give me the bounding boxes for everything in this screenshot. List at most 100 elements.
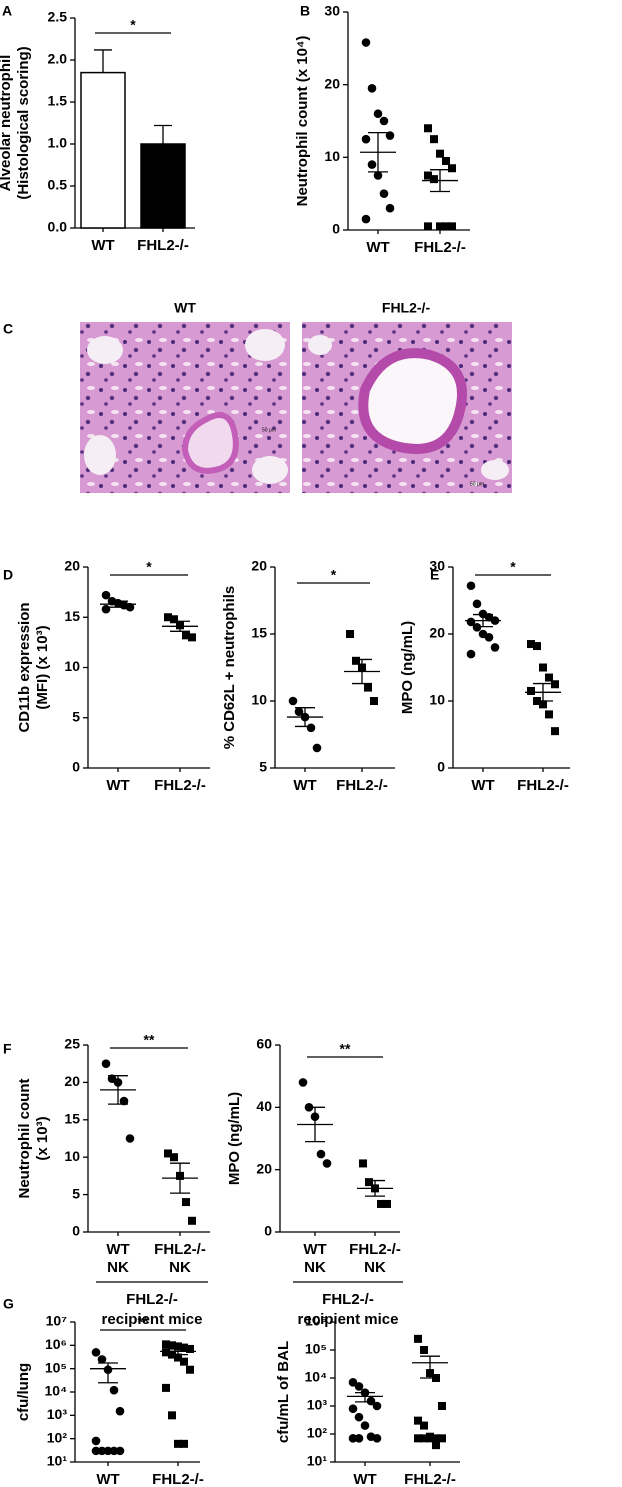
y-tick-label: 0.0 (48, 219, 68, 235)
error-bar (420, 1355, 440, 1379)
y-tick-label: 10⁴ (45, 1383, 68, 1399)
error-bar (355, 1391, 375, 1403)
y-axis-label: MPO (ng/mL) (399, 621, 416, 714)
data-point (383, 1199, 391, 1208)
data-point (125, 602, 135, 612)
y-tick-label: 10 (324, 148, 340, 164)
data-point (372, 1434, 382, 1443)
data-point (109, 1385, 119, 1395)
data-point (298, 1078, 308, 1087)
significance-label: * (146, 559, 152, 575)
data-point (354, 1412, 364, 1422)
data-point (367, 160, 377, 169)
y-tick-label: 10 (64, 1148, 80, 1164)
data-point (379, 116, 389, 126)
scale-bar-label: 50 μm (470, 481, 484, 487)
y-tick-label: 10³ (307, 1397, 328, 1413)
data-point (360, 1421, 370, 1430)
y-tick-label: 20 (256, 1160, 272, 1176)
significance-label: * (130, 17, 136, 33)
y-tick-label: 0 (437, 759, 445, 775)
data-point (91, 1446, 101, 1456)
y-axis-label: Neutrophil count (16, 1079, 33, 1199)
data-point (448, 164, 456, 173)
y-tick-label: 15 (251, 625, 267, 641)
data-point (361, 38, 371, 47)
y-tick-label: 10 (64, 658, 80, 674)
y-tick-label: 15 (64, 1111, 80, 1127)
y-tick-label: 20 (429, 625, 445, 641)
x-tick-label: WT (471, 777, 494, 794)
error-bar (368, 131, 388, 173)
y-axis-label: MPO (ng/mL) (226, 1092, 243, 1185)
y-tick-label: 20 (64, 558, 80, 574)
data-point (364, 683, 372, 692)
data-point (174, 1342, 182, 1351)
data-point (115, 1446, 125, 1456)
y-tick-label: 10² (307, 1425, 328, 1441)
data-point (91, 1436, 101, 1446)
data-point (438, 1434, 446, 1443)
data-point (414, 1416, 422, 1425)
data-point (365, 1178, 373, 1187)
x-tick-label: FHL2-/- (137, 237, 189, 254)
y-tick-label: 30 (324, 3, 340, 19)
group-label: recipient mice (102, 1311, 203, 1328)
data-point (188, 1216, 196, 1225)
data-point (432, 1434, 440, 1443)
y-axis-label: cfu/mL of BAL (275, 1341, 292, 1443)
data-point (466, 649, 476, 659)
data-point (352, 656, 360, 665)
y-tick-label: 5 (259, 759, 267, 775)
data-point (373, 171, 383, 180)
x-tick-label: WT (293, 777, 316, 794)
group-label: FHL2-/- (322, 1291, 374, 1308)
scale-bar-label: 50 μm (262, 427, 276, 433)
y-tick-label: 10⁵ (45, 1359, 67, 1375)
data-point (322, 1159, 332, 1168)
y-axis-label: Neutrophil count (x 10⁴) (294, 36, 311, 207)
data-point (115, 1406, 125, 1416)
data-point (188, 633, 196, 642)
data-point (162, 1348, 170, 1357)
data-point (162, 1383, 170, 1392)
x-tick-label: WT (96, 1471, 119, 1487)
x-tick-label: WT (106, 1241, 129, 1258)
data-point (424, 171, 432, 180)
data-point (420, 1434, 428, 1443)
x-tick-label: WT (91, 237, 114, 254)
data-point (448, 222, 456, 231)
data-point (97, 1355, 107, 1364)
panel-label: G (3, 1296, 14, 1312)
y-tick-label: 20 (64, 1073, 80, 1089)
data-point (366, 1396, 376, 1406)
y-tick-label: 10⁷ (46, 1313, 68, 1329)
error-bar (430, 169, 450, 193)
data-point (170, 1153, 178, 1162)
significance-label: * (510, 559, 516, 575)
group-label: FHL2-/- (126, 1291, 178, 1308)
data-point (294, 707, 304, 717)
panel-label: D (3, 567, 13, 583)
y-axis-label: Alveolar neutrophil (0, 55, 14, 192)
data-point (180, 1439, 188, 1448)
image-title: FHL2-/- (382, 300, 431, 316)
data-point (436, 149, 444, 158)
data-point (174, 1439, 182, 1448)
error-bar (108, 1075, 128, 1105)
data-point (346, 630, 354, 638)
y-tick-label: 0 (264, 1223, 272, 1239)
data-point (164, 1149, 172, 1158)
data-point (420, 1346, 428, 1354)
y-tick-label: 25 (64, 1036, 80, 1052)
x-tick-sublabel: NK (304, 1259, 326, 1276)
data-point (354, 1434, 364, 1443)
y-tick-label: 10 (429, 692, 445, 708)
data-point (430, 175, 438, 184)
y-tick-label: 10⁴ (305, 1369, 328, 1385)
data-point (472, 623, 482, 632)
x-tick-label: FHL2-/- (414, 239, 466, 256)
y-axis-label: CD11b expression (16, 602, 33, 732)
data-point (438, 1402, 446, 1410)
data-point (109, 1446, 119, 1456)
